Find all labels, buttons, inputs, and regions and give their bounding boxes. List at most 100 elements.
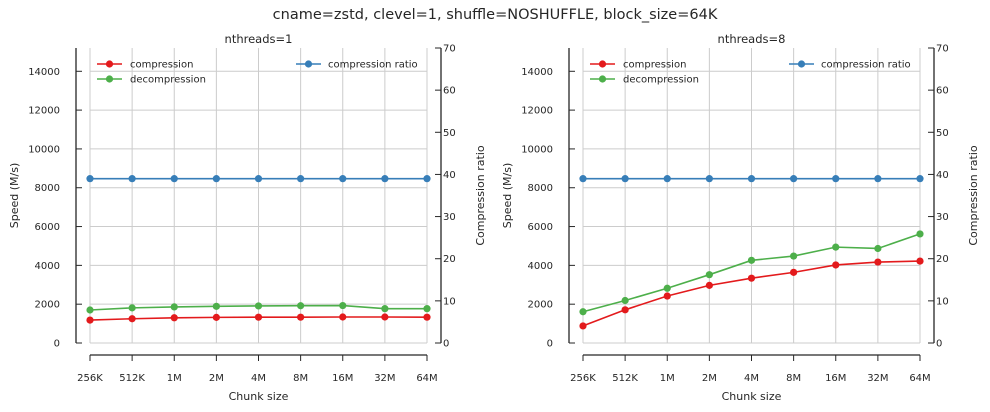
x-tick-label: 4M <box>251 373 266 384</box>
data-point-compression-ratio <box>579 175 587 183</box>
right-y-tick-label: 40 <box>443 170 456 181</box>
left-y-tick-label: 8000 <box>35 183 60 194</box>
panel-title: nthreads=1 <box>225 32 293 46</box>
left-y-tick-label: 10000 <box>521 144 553 155</box>
data-point-decompression <box>128 304 136 312</box>
x-tick-label: 64M <box>909 373 930 384</box>
data-point-compression-ratio <box>381 175 389 183</box>
data-point-compression-ratio <box>705 175 713 183</box>
figure-title: cname=zstd, clevel=1, shuffle=NOSHUFFLE,… <box>272 7 718 23</box>
data-point-compression-ratio <box>423 175 431 183</box>
data-point-compression <box>874 258 882 266</box>
right-y-tick-label: 20 <box>443 254 456 265</box>
right-y-tick-label: 0 <box>936 339 942 350</box>
x-tick-label: 4M <box>744 373 759 384</box>
data-point-compression-ratio <box>621 175 629 183</box>
data-point-compression <box>254 313 263 321</box>
data-point-compression-ratio <box>86 175 94 183</box>
x-tick-label: 64M <box>416 373 437 384</box>
data-point-decompression <box>381 305 389 313</box>
data-point-compression <box>705 281 713 289</box>
right-y-tick-label: 10 <box>443 296 456 307</box>
data-point-decompression <box>579 308 587 316</box>
legend-marker <box>598 75 607 83</box>
x-tick-label: 8M <box>786 373 801 384</box>
chart-panel-1: 0 2000 4000 6000 8000 10000 12000 14000 0 10 20 30 4… <box>8 32 487 403</box>
y-axis-label: Speed (M/s) <box>501 163 514 229</box>
right-y-tick-label: 60 <box>936 86 949 97</box>
data-point-compression-ratio <box>874 175 882 183</box>
legend-label: compression ratio <box>821 60 911 71</box>
y2-axis-label: Compression ratio <box>967 145 980 246</box>
data-point-compression <box>916 257 924 265</box>
data-point-decompression <box>705 271 713 279</box>
data-point-compression <box>339 313 347 321</box>
left-y-tick-label: 0 <box>547 339 553 350</box>
data-point-decompression <box>663 284 671 292</box>
x-tick-label: 16M <box>332 373 353 384</box>
data-point-compression <box>747 274 756 282</box>
data-point-compression-ratio <box>212 175 220 183</box>
data-point-compression <box>423 313 431 321</box>
data-point-compression <box>297 313 305 321</box>
data-point-compression-ratio <box>916 175 924 183</box>
left-y-tick-label: 14000 <box>521 67 553 78</box>
chart-panel-2: 0 2000 4000 6000 8000 10000 12000 14000 0 10 20 30 4… <box>501 32 980 403</box>
data-point-decompression <box>86 306 94 314</box>
data-point-decompression <box>790 252 798 260</box>
legend-marker <box>304 60 313 68</box>
left-y-tick-label: 8000 <box>528 183 553 194</box>
data-point-compression-ratio <box>339 175 347 183</box>
x-tick-label: 8M <box>293 373 308 384</box>
left-y-tick-label: 6000 <box>35 222 60 233</box>
right-y-tick-label: 0 <box>443 339 449 350</box>
data-point-decompression <box>874 244 882 253</box>
y-axis-label: Speed (M/s) <box>8 163 21 229</box>
x-tick-label: 256K <box>77 373 103 384</box>
x-tick-label: 32M <box>374 373 395 384</box>
data-point-decompression <box>747 256 756 264</box>
left-y-tick-label: 2000 <box>35 300 60 311</box>
legend-label: compression <box>130 60 193 71</box>
right-y-tick-label: 50 <box>443 128 456 139</box>
x-tick-label: 512K <box>612 373 638 384</box>
legend-marker <box>797 60 806 68</box>
legend-label: compression ratio <box>328 60 418 71</box>
left-y-tick-label: 4000 <box>35 261 60 272</box>
x-axis-label: Chunk size <box>722 390 782 403</box>
x-tick-label: 1M <box>660 373 675 384</box>
left-y-tick-label: 12000 <box>521 106 553 117</box>
legend-marker <box>105 60 114 68</box>
data-point-compression <box>832 261 840 269</box>
y2-axis-label: Compression ratio <box>474 145 487 246</box>
legend-label: decompression <box>623 75 699 86</box>
data-point-decompression <box>170 303 178 311</box>
right-y-tick-label: 60 <box>443 86 456 97</box>
legend-marker <box>105 75 114 83</box>
data-point-compression <box>381 313 389 321</box>
data-point-decompression <box>339 301 347 310</box>
data-point-decompression <box>254 302 263 310</box>
legend-label: compression <box>623 60 686 71</box>
data-point-compression <box>86 316 94 324</box>
data-point-compression-ratio <box>747 175 756 183</box>
x-tick-label: 16M <box>825 373 846 384</box>
data-point-compression-ratio <box>297 175 305 183</box>
data-point-compression <box>212 313 220 321</box>
data-point-compression-ratio <box>663 175 671 183</box>
right-y-tick-label: 30 <box>936 212 949 223</box>
data-point-compression <box>621 306 629 314</box>
data-point-decompression <box>212 302 220 310</box>
x-tick-label: 256K <box>570 373 596 384</box>
x-tick-label: 512K <box>119 373 145 384</box>
right-y-tick-label: 50 <box>936 128 949 139</box>
left-y-tick-label: 10000 <box>28 144 60 155</box>
x-tick-label: 2M <box>702 373 717 384</box>
data-point-compression-ratio <box>832 175 840 183</box>
data-point-decompression <box>621 296 629 305</box>
left-y-tick-label: 2000 <box>528 300 553 311</box>
data-point-decompression <box>916 230 924 238</box>
x-tick-label: 1M <box>167 373 182 384</box>
panel-title: nthreads=8 <box>718 32 786 46</box>
